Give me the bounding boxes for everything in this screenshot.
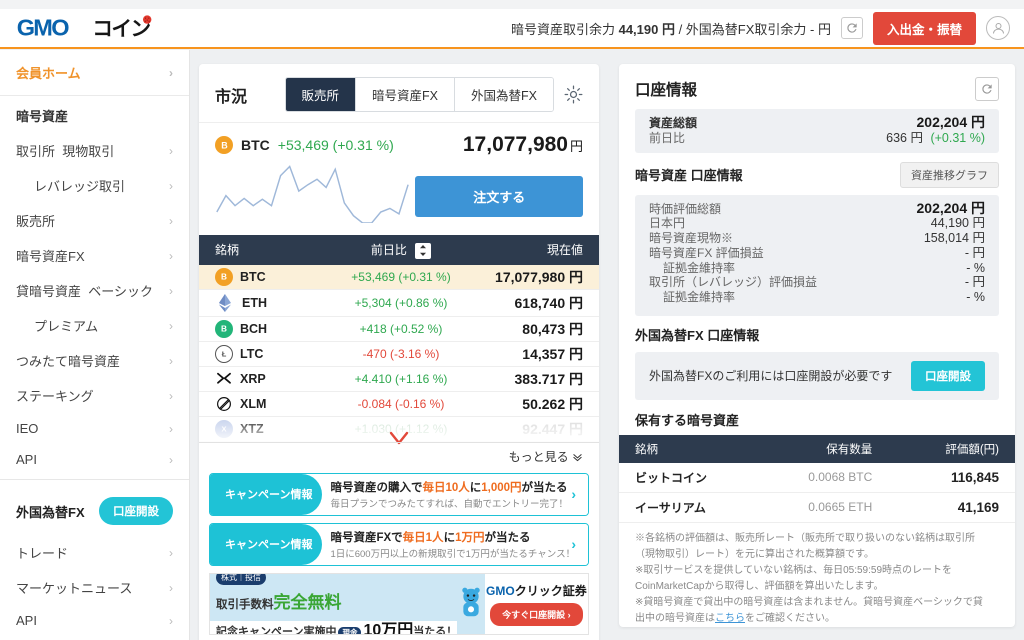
- svg-text:B: B: [221, 324, 227, 333]
- svg-text:B: B: [221, 140, 228, 150]
- svg-text:B: B: [221, 272, 227, 281]
- svg-text:GMO: GMO: [17, 14, 70, 40]
- svg-text:Ł: Ł: [222, 349, 227, 358]
- svg-text:コイン: コイン: [92, 17, 150, 40]
